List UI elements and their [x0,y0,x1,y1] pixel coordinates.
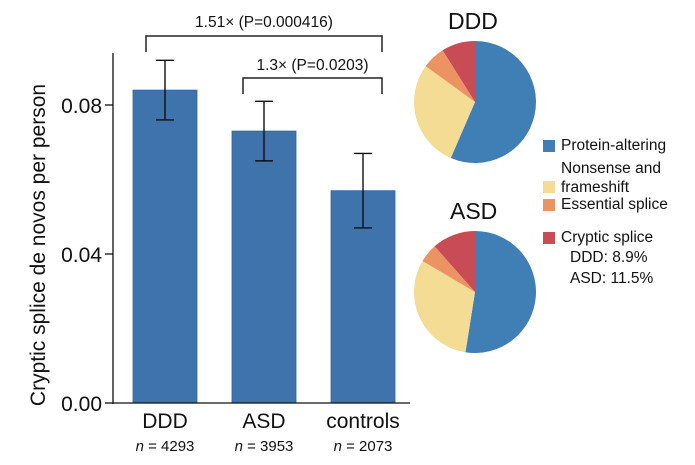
legend-swatch [543,232,555,244]
legend-item-protein-altering: Protein-altering [543,136,693,155]
y-tick-label: 0.00 [61,393,102,416]
x-tick-sublabel: n = 3953 [235,438,294,455]
pie-slice-nonsense-and-frameshift [413,66,475,158]
x-tick-label: ASD [242,410,285,433]
x-tick-label: DDD [142,410,188,433]
cryptic-note-ddd: DDD: 8.9% [570,249,648,266]
pie-charts [413,41,537,353]
bar-asd [231,130,297,404]
pie-slice-cryptic-splice [442,41,475,102]
pie-title-asd: ASD [450,198,498,224]
pie-slice-nonsense-and-frameshift [413,260,475,353]
comparison-bracket [145,35,383,52]
legend-swatch [543,181,555,193]
comparison-bracket [242,77,383,94]
pie-slice-essential-splice [422,246,475,292]
pie-slice-protein-altering [465,231,537,353]
y-axis: 0.00 0.04 0.08 DDD n = 4293 ASD n = 3953 contro… [61,53,410,455]
legend-label: Cryptic splice [561,229,654,246]
legend-label: Protein-altering [561,137,667,154]
legend-swatch [543,199,555,211]
pie-asd [413,231,537,353]
pie-slice-cryptic-splice [434,231,475,292]
pie-slice-protein-altering [450,41,536,163]
pie-slice-essential-splice [425,50,475,102]
x-tick-label: controls [326,410,400,433]
bar-layer [132,59,396,404]
legend-swatch [543,140,555,152]
comparison-label: 1.3× (P=0.0203) [256,57,368,74]
legend: Protein-altering Nonsense and frameshift… [543,136,693,289]
legend-item-nonsense: Nonsense and frameshift [543,159,693,197]
legend-label: Essential splice [561,196,668,213]
y-axis-label: Cryptic splice de novos per person [27,84,50,406]
pie-title-ddd: DDD [448,8,498,34]
comparison-brackets: 1.51× (P=0.000416) 1.3× (P=0.0203) [145,14,383,94]
legend-item-cryptic-splice: Cryptic splice [543,228,693,247]
bar-ddd [132,89,198,404]
comparison-label: 1.51× (P=0.000416) [195,14,333,31]
y-tick-label: 0.08 [61,95,102,118]
legend-item-essential-splice: Essential splice [543,195,693,214]
x-tick-sublabel: n = 2073 [334,438,393,455]
x-tick-sublabel: n = 4293 [136,438,195,455]
legend-label: Nonsense and frameshift [561,160,661,196]
cryptic-note-asd: ASD: 11.5% [570,270,654,287]
y-tick-label: 0.04 [61,244,102,267]
pie-ddd [413,41,536,163]
